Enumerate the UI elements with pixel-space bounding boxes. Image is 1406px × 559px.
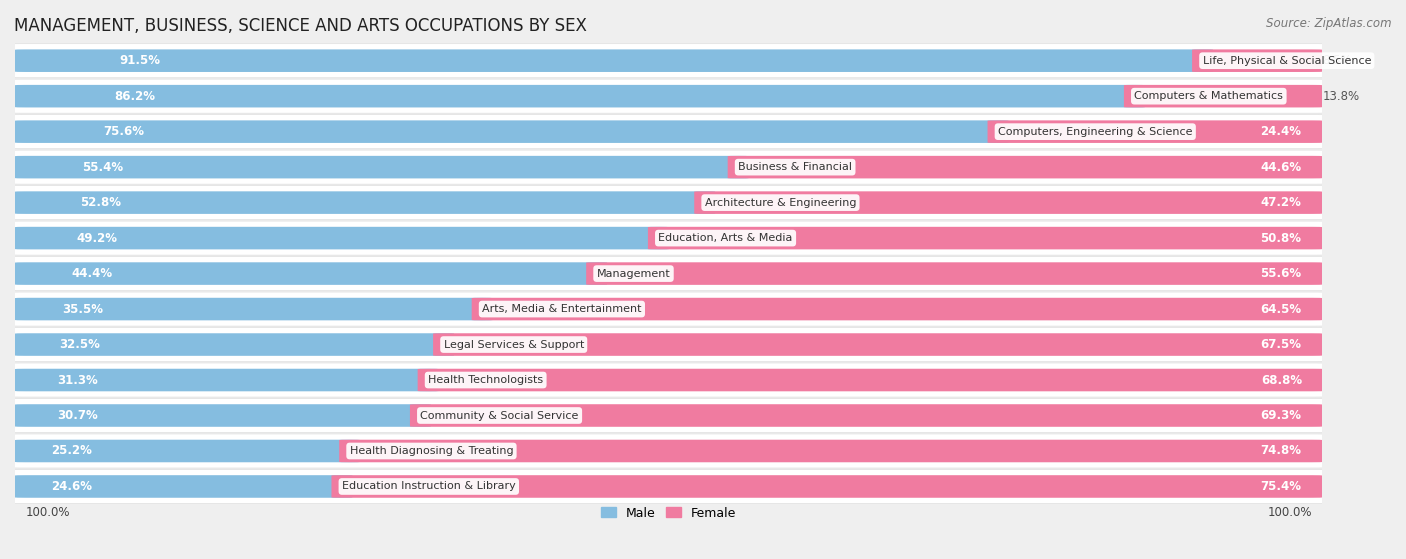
FancyBboxPatch shape: [15, 369, 439, 391]
FancyBboxPatch shape: [648, 227, 1323, 249]
FancyBboxPatch shape: [411, 404, 1323, 427]
FancyBboxPatch shape: [8, 363, 1329, 397]
FancyBboxPatch shape: [339, 440, 1323, 462]
Text: Life, Physical & Social Science: Life, Physical & Social Science: [1202, 56, 1371, 66]
FancyBboxPatch shape: [728, 156, 1323, 178]
FancyBboxPatch shape: [8, 79, 1329, 113]
Text: 100.0%: 100.0%: [1267, 506, 1312, 519]
Text: 55.4%: 55.4%: [83, 160, 124, 174]
FancyBboxPatch shape: [8, 221, 1329, 255]
Text: Computers & Mathematics: Computers & Mathematics: [1135, 91, 1284, 101]
FancyBboxPatch shape: [15, 156, 748, 178]
Text: Education Instruction & Library: Education Instruction & Library: [342, 481, 516, 491]
FancyBboxPatch shape: [332, 475, 1323, 498]
FancyBboxPatch shape: [8, 44, 1329, 78]
Text: 8.5%: 8.5%: [1323, 54, 1353, 67]
FancyBboxPatch shape: [1192, 49, 1323, 72]
Text: 100.0%: 100.0%: [25, 506, 70, 519]
FancyBboxPatch shape: [8, 150, 1329, 184]
FancyBboxPatch shape: [1123, 85, 1323, 107]
Legend: Male, Female: Male, Female: [598, 503, 740, 523]
Text: 24.4%: 24.4%: [1260, 125, 1302, 138]
Text: 31.3%: 31.3%: [58, 373, 98, 386]
FancyBboxPatch shape: [15, 191, 716, 214]
Text: 35.5%: 35.5%: [62, 302, 103, 316]
Text: 55.6%: 55.6%: [1260, 267, 1302, 280]
FancyBboxPatch shape: [15, 227, 669, 249]
FancyBboxPatch shape: [8, 434, 1329, 468]
FancyBboxPatch shape: [15, 475, 353, 498]
Text: 25.2%: 25.2%: [52, 444, 93, 457]
Text: 52.8%: 52.8%: [80, 196, 121, 209]
Text: Health Technologists: Health Technologists: [427, 375, 543, 385]
Text: Education, Arts & Media: Education, Arts & Media: [658, 233, 793, 243]
Text: Business & Financial: Business & Financial: [738, 162, 852, 172]
FancyBboxPatch shape: [15, 440, 360, 462]
FancyBboxPatch shape: [8, 328, 1329, 362]
FancyBboxPatch shape: [15, 49, 1213, 72]
Text: Health Diagnosing & Treating: Health Diagnosing & Treating: [350, 446, 513, 456]
Text: Community & Social Service: Community & Social Service: [420, 410, 579, 420]
FancyBboxPatch shape: [8, 115, 1329, 149]
Text: 64.5%: 64.5%: [1260, 302, 1302, 316]
FancyBboxPatch shape: [15, 120, 1008, 143]
FancyBboxPatch shape: [695, 191, 1323, 214]
Text: Architecture & Engineering: Architecture & Engineering: [704, 198, 856, 207]
Text: MANAGEMENT, BUSINESS, SCIENCE AND ARTS OCCUPATIONS BY SEX: MANAGEMENT, BUSINESS, SCIENCE AND ARTS O…: [14, 17, 586, 35]
Text: 24.6%: 24.6%: [51, 480, 91, 493]
FancyBboxPatch shape: [8, 470, 1329, 504]
Text: 68.8%: 68.8%: [1261, 373, 1303, 386]
Text: 32.5%: 32.5%: [59, 338, 100, 351]
FancyBboxPatch shape: [8, 292, 1329, 326]
Text: 49.2%: 49.2%: [76, 231, 117, 245]
Text: Computers, Engineering & Science: Computers, Engineering & Science: [998, 127, 1192, 136]
Text: Source: ZipAtlas.com: Source: ZipAtlas.com: [1267, 17, 1392, 30]
Text: 13.8%: 13.8%: [1323, 89, 1360, 103]
Text: 50.8%: 50.8%: [1260, 231, 1302, 245]
FancyBboxPatch shape: [15, 298, 492, 320]
Text: 44.6%: 44.6%: [1260, 160, 1302, 174]
Text: Legal Services & Support: Legal Services & Support: [443, 339, 583, 349]
FancyBboxPatch shape: [8, 186, 1329, 220]
FancyBboxPatch shape: [418, 369, 1323, 391]
FancyBboxPatch shape: [15, 85, 1144, 107]
Text: Arts, Media & Entertainment: Arts, Media & Entertainment: [482, 304, 641, 314]
Text: 69.3%: 69.3%: [1260, 409, 1302, 422]
FancyBboxPatch shape: [8, 399, 1329, 433]
Text: 75.4%: 75.4%: [1260, 480, 1302, 493]
Text: 74.8%: 74.8%: [1260, 444, 1302, 457]
Text: 30.7%: 30.7%: [58, 409, 98, 422]
FancyBboxPatch shape: [987, 120, 1323, 143]
Text: 75.6%: 75.6%: [103, 125, 145, 138]
Text: Management: Management: [596, 268, 671, 278]
FancyBboxPatch shape: [15, 262, 607, 285]
Text: 47.2%: 47.2%: [1261, 196, 1302, 209]
FancyBboxPatch shape: [15, 333, 454, 356]
Text: 67.5%: 67.5%: [1260, 338, 1302, 351]
Text: 86.2%: 86.2%: [114, 89, 155, 103]
FancyBboxPatch shape: [471, 298, 1323, 320]
FancyBboxPatch shape: [586, 262, 1323, 285]
Text: 91.5%: 91.5%: [120, 54, 160, 67]
FancyBboxPatch shape: [8, 257, 1329, 291]
FancyBboxPatch shape: [433, 333, 1323, 356]
FancyBboxPatch shape: [15, 404, 430, 427]
Text: 44.4%: 44.4%: [72, 267, 112, 280]
